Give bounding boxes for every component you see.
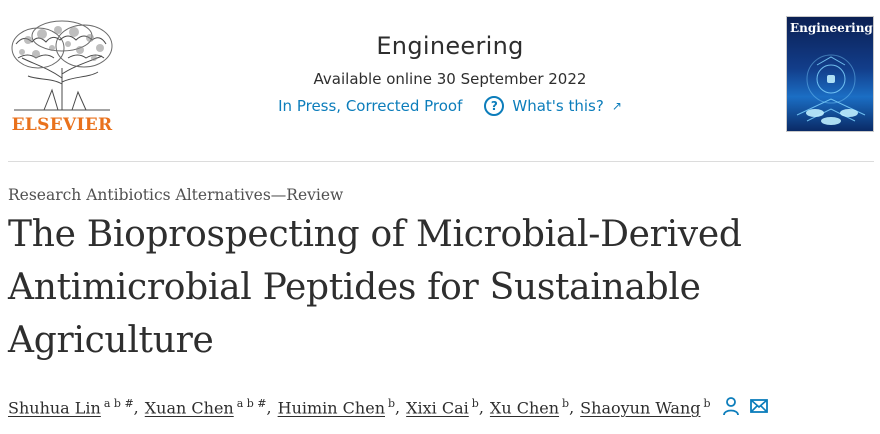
available-online-date: Available online 30 September 2022 bbox=[313, 70, 587, 88]
author-item: Xuan Chen a b #, bbox=[145, 397, 278, 417]
in-press-status[interactable]: In Press, Corrected Proof bbox=[278, 97, 463, 115]
external-arrow-icon: ↗ bbox=[611, 99, 622, 113]
author-name[interactable]: Shaoyun Wang bbox=[580, 398, 701, 417]
author-item: Shuhua Lin a b #, bbox=[8, 397, 145, 417]
author-affiliation[interactable]: a b # bbox=[236, 396, 267, 410]
elsevier-logo[interactable]: ELSEVIER bbox=[8, 18, 116, 136]
cover-illustration bbox=[796, 54, 866, 125]
author-name[interactable]: Shuhua Lin bbox=[8, 398, 101, 417]
author-item: Xu Chen b, bbox=[490, 397, 580, 417]
author-affiliation[interactable]: b bbox=[388, 396, 396, 410]
author-affiliation[interactable]: b bbox=[703, 396, 711, 410]
author-name[interactable]: Xixi Cai bbox=[406, 398, 469, 417]
author-separator: , bbox=[395, 398, 401, 417]
author-name[interactable]: Huimin Chen bbox=[277, 398, 385, 417]
author-affiliation[interactable]: b bbox=[471, 396, 479, 410]
publisher-name: ELSEVIER bbox=[11, 115, 113, 135]
journal-title[interactable]: Engineering bbox=[376, 32, 524, 60]
journal-info: Engineering Available online 30 Septembe… bbox=[200, 32, 700, 116]
elsevier-tree-logo bbox=[11, 20, 113, 111]
question-icon: ? bbox=[484, 96, 505, 116]
article-type: Research Antibiotics Alternatives—Review bbox=[8, 186, 344, 204]
author-list: Shuhua Lin a b #, Xuan Chen a b #, Huimin … bbox=[8, 393, 878, 417]
author-separator: , bbox=[266, 398, 272, 417]
header-divider bbox=[8, 161, 874, 162]
author-separator: , bbox=[478, 398, 484, 417]
author-item: Shaoyun Wang b bbox=[580, 397, 710, 417]
author-affiliation[interactable]: b bbox=[562, 396, 570, 410]
person-icon[interactable] bbox=[721, 396, 741, 416]
author-name[interactable]: Xu Chen bbox=[489, 398, 560, 417]
article-title: The Bioprospecting of Microbial-Derived … bbox=[8, 214, 742, 361]
journal-cover[interactable]: Engineering bbox=[786, 16, 874, 132]
author-affiliation[interactable]: a b # bbox=[103, 396, 134, 410]
cover-title: Engineering bbox=[790, 21, 873, 35]
envelope-icon[interactable] bbox=[749, 397, 769, 415]
author-name[interactable]: Xuan Chen bbox=[144, 398, 234, 417]
author-separator: , bbox=[133, 398, 139, 417]
status-row: In Press, Corrected Proof ? What's this?… bbox=[200, 96, 700, 116]
whats-this-link[interactable]: ? What's this? ↗ bbox=[484, 96, 622, 116]
whats-this-label: What's this? bbox=[512, 97, 604, 115]
article-header: ELSEVIER Engineering Available online 30… bbox=[0, 0, 880, 162]
author-separator: , bbox=[569, 398, 575, 417]
corresponding-author-icons bbox=[721, 396, 769, 416]
author-item: Xixi Cai b, bbox=[406, 397, 490, 417]
author-item: Huimin Chen b, bbox=[278, 397, 407, 417]
